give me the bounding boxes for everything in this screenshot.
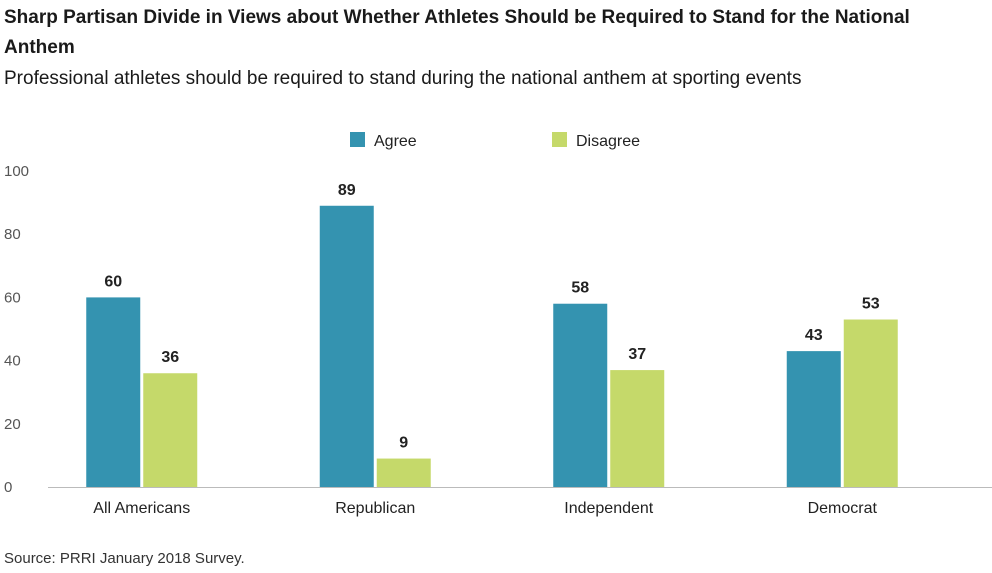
y-tick-label: 40 <box>4 353 21 370</box>
legend-label-agree: Agree <box>374 133 417 150</box>
chart-subtitle: Professional athletes should be required… <box>4 68 802 89</box>
bar-agree <box>553 303 608 487</box>
y-axis: 0 20 40 60 80 100 <box>4 163 29 496</box>
bars: 60 36 89 9 58 37 43 53 <box>86 182 898 487</box>
y-tick-label: 100 <box>4 163 29 180</box>
legend: Agree Disagree <box>350 132 640 150</box>
x-axis: All Americans Republican Independent Democr… <box>48 487 992 517</box>
category-label: Independent <box>564 500 654 517</box>
category-label: Republican <box>335 500 415 517</box>
chart-title: Sharp Partisan Divide in Views about Whe… <box>4 7 910 58</box>
category-label: Democrat <box>808 500 878 517</box>
y-tick-label: 80 <box>4 226 21 243</box>
bar-agree <box>786 351 841 487</box>
bar-agree <box>86 297 141 487</box>
legend-swatch-agree <box>350 132 365 147</box>
legend-swatch-disagree <box>552 132 567 147</box>
category-label: All Americans <box>93 500 190 517</box>
data-label-agree: 89 <box>338 182 356 199</box>
data-label-disagree: 9 <box>399 435 408 452</box>
bar-agree <box>319 205 374 487</box>
bar-disagree <box>376 458 431 487</box>
data-label-agree: 58 <box>571 280 589 297</box>
y-tick-label: 20 <box>4 416 21 433</box>
legend-label-disagree: Disagree <box>576 133 640 150</box>
data-label-disagree: 36 <box>161 349 179 366</box>
data-label-disagree: 53 <box>862 296 880 313</box>
y-tick-label: 60 <box>4 289 21 306</box>
source-note: Source: PRRI January 2018 Survey. <box>4 550 245 567</box>
bar-disagree <box>143 373 198 487</box>
bar-disagree <box>843 319 898 487</box>
data-label-agree: 60 <box>104 273 122 290</box>
data-label-disagree: 37 <box>628 346 646 363</box>
data-label-agree: 43 <box>805 327 823 344</box>
y-tick-label: 0 <box>4 479 12 496</box>
bar-disagree <box>610 370 665 487</box>
